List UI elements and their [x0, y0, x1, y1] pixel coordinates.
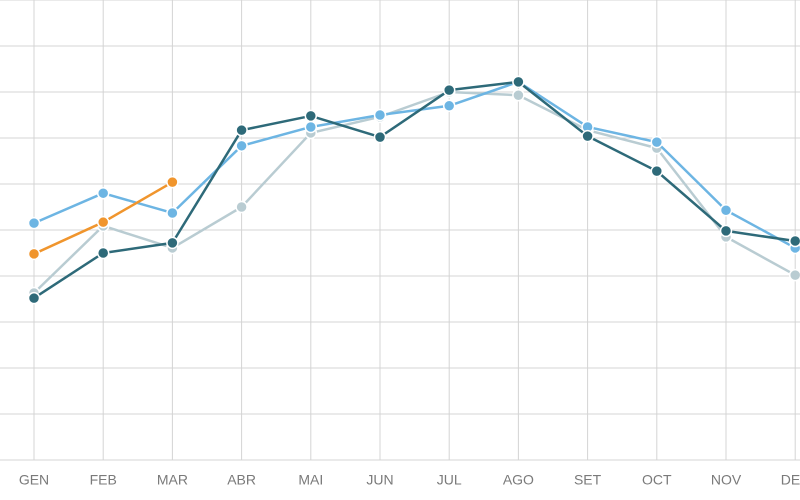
point: [166, 206, 179, 220]
series-line: [33, 80, 796, 250]
point: [166, 236, 179, 250]
point: [27, 247, 41, 261]
point: [235, 200, 248, 214]
point: [235, 123, 248, 137]
point: [373, 108, 387, 122]
point: [719, 224, 733, 238]
point: [442, 83, 456, 97]
x-tick-label: MAR: [157, 472, 188, 488]
x-tick-label: SET: [574, 472, 602, 488]
point: [304, 109, 318, 123]
x-tick-label: AGO: [503, 472, 534, 488]
point: [373, 130, 387, 144]
point: [581, 129, 594, 143]
point: [512, 88, 525, 102]
point: [512, 75, 525, 89]
point: [27, 291, 41, 305]
point: [235, 139, 248, 153]
point: [96, 246, 110, 260]
x-tick-label: MAI: [298, 472, 323, 488]
point: [27, 216, 41, 230]
point: [304, 120, 318, 134]
point: [442, 99, 456, 113]
x-tick-label: JUL: [437, 472, 462, 488]
x-tick-label: JUN: [366, 472, 393, 488]
series-line: [33, 80, 796, 300]
x-tick-label: FEB: [90, 472, 117, 488]
point: [788, 268, 800, 282]
point: [96, 186, 110, 200]
x-tick-label: OCT: [642, 472, 672, 488]
point: [166, 175, 179, 189]
point: [788, 234, 800, 248]
x-tick-label: NOV: [711, 472, 742, 488]
x-tick-label: ABR: [227, 472, 256, 488]
point: [719, 203, 733, 217]
x-tick-label: DES: [781, 472, 800, 488]
point: [650, 135, 664, 149]
point: [650, 164, 664, 178]
x-tick-label: GEN: [19, 472, 49, 488]
point: [96, 215, 110, 229]
